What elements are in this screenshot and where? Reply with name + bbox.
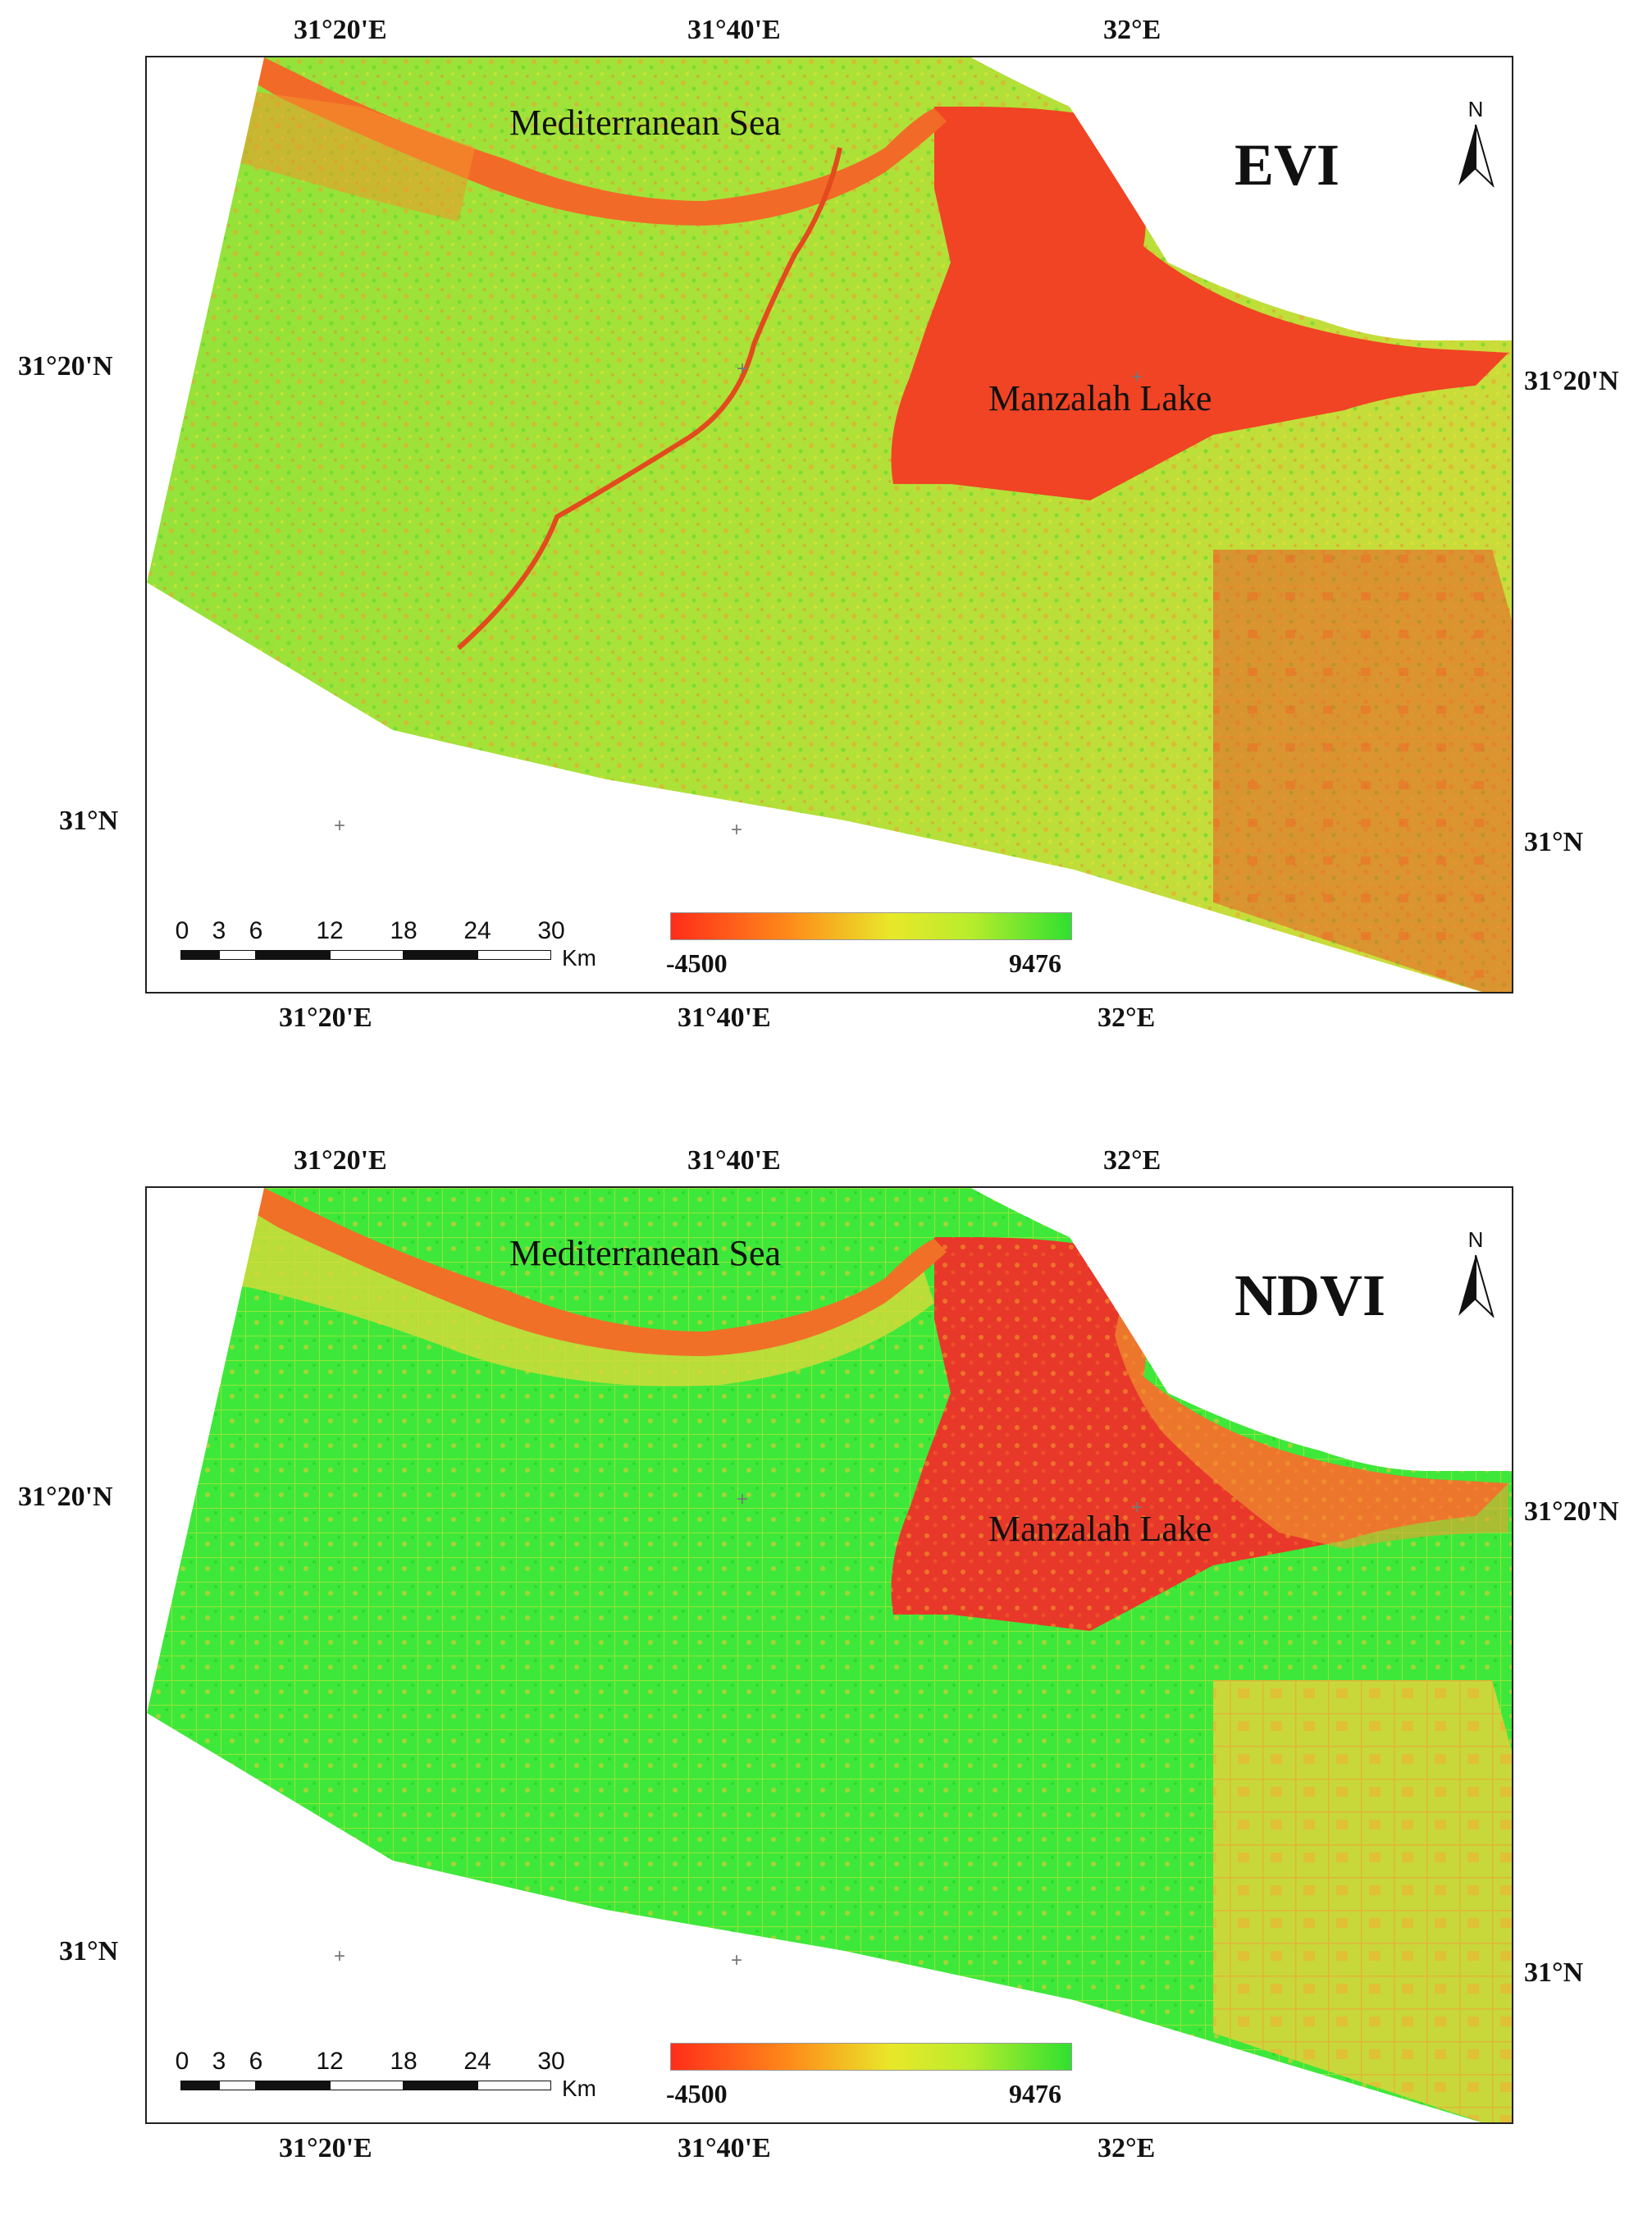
legend-colorbar [670, 2043, 1072, 2071]
graticule-cross-icon: + [730, 819, 743, 841]
scale-tick-label: 3 [212, 917, 226, 944]
scale-segment [256, 2081, 330, 2090]
map-title: EVI [1234, 132, 1340, 198]
left-latitude-label: 31°20'N [18, 1482, 113, 1512]
sea-label: Mediterranean Sea [509, 103, 782, 143]
bottom-longitude-label: 32°E [1098, 1003, 1156, 1033]
scale-segment [330, 950, 404, 960]
scale-bar: 0 3 6 12 18 24 30 Km [176, 917, 607, 971]
scale-segment [180, 950, 219, 960]
left-latitude-label: 31°N [59, 806, 119, 836]
graticule-cross-icon: + [1130, 1496, 1143, 1519]
ndvi-raster-map [147, 1188, 1512, 2122]
map-frame [145, 56, 1513, 994]
bottom-longitude-label: 31°40'E [678, 1003, 771, 1033]
scale-tick-label: 0 [175, 917, 189, 944]
bottom-longitude-label: 32°E [1098, 2133, 1156, 2163]
graticule-cross-icon: + [730, 1949, 743, 1971]
scale-tick-label: 6 [249, 917, 263, 944]
top-longitude-label: 31°20'E [294, 15, 387, 45]
scale-tick-label: 6 [249, 2048, 263, 2075]
legend-colorbar [670, 912, 1072, 940]
scale-segment [219, 2081, 256, 2090]
scale-segment [330, 2081, 404, 2090]
scale-tick-label: 0 [175, 2048, 189, 2075]
top-longitude-label: 32°E [1103, 1145, 1161, 1176]
ndvi-map-panel: 31°20'E 31°40'E 32°E 31°20'N 31°N 31°20'… [0, 1131, 1652, 2220]
bottom-longitude-label: 31°40'E [678, 2133, 771, 2163]
legend-min-label: -4500 [666, 2079, 728, 2108]
lake-label: Manzalah Lake [988, 1509, 1212, 1549]
scale-tick-label: 18 [390, 917, 418, 944]
graticule-cross-icon: + [736, 358, 749, 380]
scale-segment [256, 950, 330, 960]
scale-unit-label: Km [562, 2076, 596, 2101]
bottom-longitude-label: 31°20'E [279, 1003, 372, 1033]
evi-raster-map [147, 57, 1512, 992]
north-arrow: N [1455, 97, 1496, 187]
legend-min-label: -4500 [666, 948, 728, 978]
right-latitude-label: 31°N [1524, 827, 1584, 857]
top-longitude-label: 32°E [1103, 15, 1161, 45]
north-arrow: N [1455, 1227, 1496, 1318]
right-latitude-label: 31°20'N [1524, 1496, 1619, 1527]
evi-map-panel: 31°20'E 31°40'E 32°E 31°20'N 31°N 31°20'… [0, 0, 1652, 1089]
lake-label: Manzalah Lake [988, 378, 1212, 418]
scale-tick-label: 18 [390, 2048, 418, 2075]
right-latitude-label: 31°20'N [1524, 366, 1619, 396]
sea-label: Mediterranean Sea [509, 1233, 782, 1273]
scale-tick-label: 3 [212, 2048, 226, 2075]
scale-segment [404, 2081, 477, 2090]
scale-segment [219, 950, 256, 960]
graticule-cross-icon: + [333, 815, 346, 837]
graticule-cross-icon: + [736, 1488, 749, 1510]
scale-unit-label: Km [562, 945, 596, 971]
scale-tick-label: 30 [537, 2048, 565, 2075]
north-arrow-icon [1458, 124, 1495, 187]
graticule-cross-icon: + [1130, 366, 1143, 388]
scale-tick-label: 24 [463, 2048, 491, 2075]
graticule-cross-icon: + [333, 1945, 346, 1967]
top-longitude-label: 31°20'E [294, 1145, 387, 1176]
bottom-longitude-label: 31°20'E [279, 2133, 372, 2163]
scale-tick-label: 12 [316, 917, 344, 944]
north-arrow-icon [1458, 1254, 1495, 1318]
scale-segment [180, 2081, 219, 2090]
map-frame [145, 1186, 1513, 2124]
left-latitude-label: 31°20'N [18, 351, 113, 381]
scale-tick-label: 24 [463, 917, 491, 944]
scale-bar: 0 3 6 12 18 24 30 Km [176, 2048, 607, 2101]
legend-max-label: 9476 [1009, 2079, 1061, 2108]
top-longitude-label: 31°40'E [687, 15, 781, 45]
north-arrow-label: N [1467, 97, 1484, 121]
legend-max-label: 9476 [1009, 948, 1061, 978]
map-title: NDVI [1234, 1263, 1386, 1328]
scale-tick-label: 30 [537, 917, 565, 944]
scale-segment [477, 950, 551, 960]
scale-segment [404, 950, 477, 960]
left-latitude-label: 31°N [59, 1936, 119, 1966]
scale-tick-label: 12 [316, 2048, 344, 2075]
top-longitude-label: 31°40'E [687, 1145, 781, 1176]
north-arrow-label: N [1467, 1227, 1484, 1252]
right-latitude-label: 31°N [1524, 1957, 1584, 1988]
scale-segment [477, 2081, 551, 2090]
